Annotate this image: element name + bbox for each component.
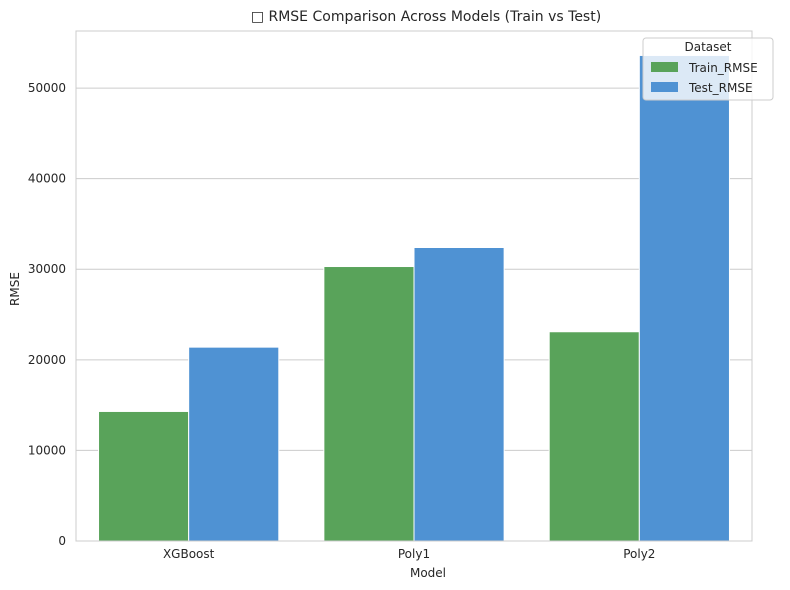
y-tick-label: 0 <box>58 534 66 548</box>
legend-title: Dataset <box>685 40 732 54</box>
bar-test-rmse-poly1 <box>413 247 505 542</box>
y-tick-label: 40000 <box>28 172 66 186</box>
legend-label: Test_RMSE <box>688 81 753 95</box>
y-tick-label: 20000 <box>28 353 66 367</box>
chart-title: □ RMSE Comparison Across Models (Train v… <box>251 9 601 25</box>
x-tick-label: Poly2 <box>623 547 655 561</box>
x-axis-label: Model <box>410 566 446 580</box>
y-tick-labels: 0 10000 20000 30000 40000 50000 <box>28 81 66 548</box>
bar-train-rmse-poly1 <box>323 266 415 542</box>
y-tick-label: 10000 <box>28 443 66 457</box>
x-tick-labels: XGBoost Poly1 Poly2 <box>163 547 655 561</box>
bar-train-rmse-poly2 <box>548 331 640 542</box>
bar-test-rmse-poly2 <box>638 54 730 542</box>
bar-test-rmse-xgboost <box>188 346 280 542</box>
legend-swatch <box>651 62 678 72</box>
legend-swatch <box>651 82 678 92</box>
bars <box>98 54 730 542</box>
bar-train-rmse-xgboost <box>98 410 190 542</box>
y-tick-label: 50000 <box>28 81 66 95</box>
y-axis-label: RMSE <box>8 272 22 306</box>
plot-frame <box>75 30 753 542</box>
x-tick-label: XGBoost <box>163 547 215 561</box>
y-tick-label: 30000 <box>28 262 66 276</box>
x-tick-label: Poly1 <box>398 547 430 561</box>
legend-label: Train_RMSE <box>688 61 758 75</box>
legend: Dataset Train_RMSE Test_RMSE <box>642 37 774 101</box>
